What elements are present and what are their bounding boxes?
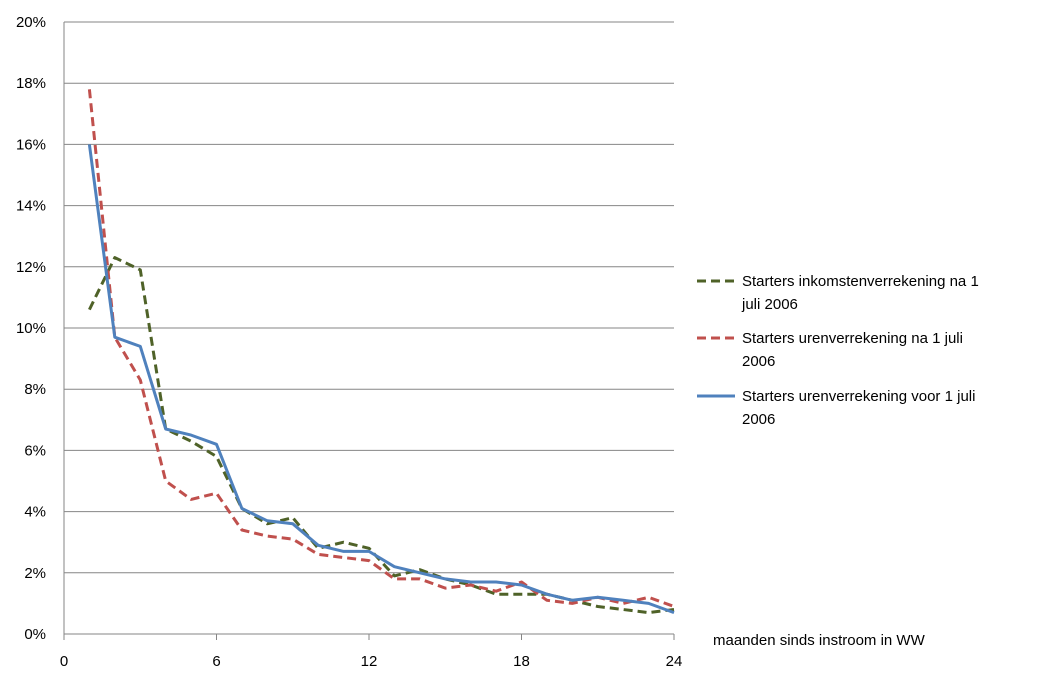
y-tick-label: 20% [16,14,46,31]
y-tick-label: 14% [16,198,46,215]
y-tick-label: 16% [16,136,46,153]
x-tick-label: 6 [212,653,220,670]
legend-label: 2006 [742,353,775,370]
x-tick-label: 18 [513,653,530,670]
x-tick-label: 12 [361,653,378,670]
legend-label: Starters urenverrekening voor 1 juli [742,388,975,405]
x-axis-label: maanden sinds instroom in WW [713,632,926,649]
y-tick-label: 2% [24,565,46,582]
y-tick-label: 0% [24,626,46,643]
axes: 0% 2% 4% 6% 8% 10% 12% 14% 16% 18% 20% 0 6 12 18 24 [16,14,682,670]
y-tick-label: 6% [24,442,46,459]
x-tick-label: 0 [60,653,68,670]
y-tick-label: 18% [16,75,46,92]
legend-label: juli 2006 [741,296,798,313]
series-line-3 [87,144,675,615]
legend: Starters inkomstenverrekening na 1 juli 2… [697,273,979,428]
y-tick-label: 12% [16,259,46,276]
x-tick-label: 24 [666,653,683,670]
legend-label: 2006 [742,411,775,428]
series-lines [87,89,675,615]
y-tick-label: 10% [16,320,46,337]
series-line-2 [87,89,675,608]
gridlines [64,21,674,574]
legend-label: Starters inkomstenverrekening na 1 [742,273,979,290]
y-tick-label: 8% [24,381,46,398]
legend-label: Starters urenverrekening na 1 juli [742,330,963,347]
y-tick-label: 4% [24,504,46,521]
